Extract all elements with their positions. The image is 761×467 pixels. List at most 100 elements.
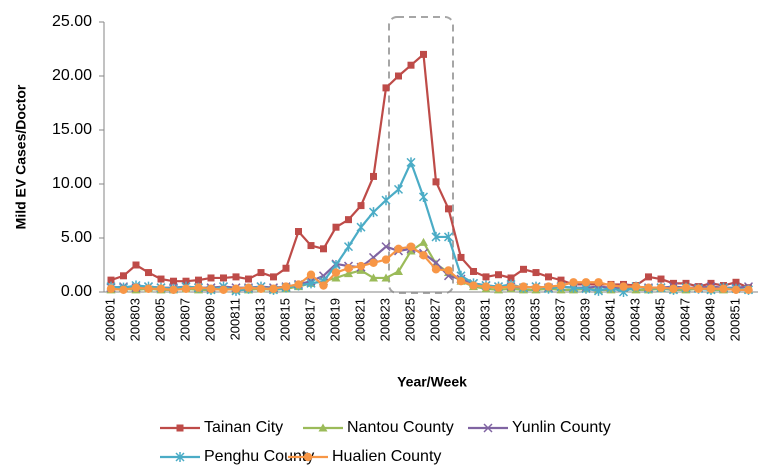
marker: [457, 253, 465, 261]
series-line: [110, 240, 749, 291]
marker: [332, 223, 340, 231]
marker: [319, 281, 328, 290]
x-tick-label: 200831: [477, 298, 492, 341]
x-tick-label: 200845: [652, 298, 667, 341]
marker: [331, 273, 341, 282]
marker: [331, 260, 341, 270]
marker: [145, 269, 152, 277]
marker: [370, 172, 377, 180]
marker: [382, 84, 390, 92]
marker: [257, 269, 265, 277]
marker: [532, 269, 540, 277]
marker: [520, 265, 527, 273]
x-tick-label: 200847: [677, 298, 692, 341]
legend-label: Hualien County: [332, 448, 441, 465]
marker: [581, 278, 591, 287]
marker: [369, 258, 378, 268]
marker: [368, 207, 379, 218]
marker: [132, 261, 140, 269]
marker: [544, 282, 553, 291]
x-tick-label: 200809: [202, 298, 217, 341]
marker: [394, 266, 403, 275]
y-tick-label: 20.00: [52, 67, 92, 84]
marker: [393, 184, 404, 195]
marker: [320, 245, 327, 253]
marker: [645, 273, 652, 281]
marker: [244, 283, 253, 292]
marker: [545, 273, 552, 281]
x-tick-label: 200843: [627, 298, 642, 341]
y-tick-label: 10.00: [52, 175, 92, 192]
marker: [644, 283, 653, 292]
marker: [419, 237, 428, 246]
marker: [207, 274, 215, 282]
x-tick-label: 200811: [227, 298, 242, 340]
marker: [156, 284, 166, 293]
highlight-box: [388, 16, 454, 294]
marker: [495, 271, 502, 279]
x-tick-label: 200819: [327, 298, 342, 341]
x-tick-label: 200813: [252, 298, 267, 341]
marker: [256, 284, 266, 293]
x-tick-label: 200817: [302, 298, 317, 341]
x-tick-label: 200825: [402, 298, 417, 341]
y-tick-label: 0.00: [61, 283, 92, 300]
legend-label: Nantou County: [347, 419, 454, 436]
x-tick-label: 200805: [152, 298, 167, 341]
marker: [506, 282, 516, 291]
marker: [157, 275, 165, 283]
marker: [669, 284, 678, 293]
x-tick-label: 200815: [277, 298, 292, 341]
marker: [481, 282, 491, 291]
marker: [381, 255, 391, 264]
marker: [356, 261, 366, 271]
x-tick-label: 200835: [527, 298, 542, 341]
marker: [406, 157, 416, 168]
marker: [144, 284, 153, 293]
marker: [494, 283, 503, 292]
marker: [656, 283, 666, 292]
marker: [719, 284, 728, 293]
marker: [194, 283, 203, 292]
marker: [270, 273, 277, 281]
marker: [556, 281, 566, 290]
legend-marker: [318, 423, 328, 432]
x-tick-label: 200839: [577, 298, 592, 341]
legend-marker: [176, 424, 184, 432]
marker: [593, 285, 604, 296]
x-tick-label: 200837: [552, 298, 567, 341]
x-tick-label: 200851: [727, 298, 742, 341]
marker: [732, 278, 740, 286]
marker: [344, 264, 353, 273]
marker: [357, 202, 365, 210]
marker: [306, 270, 316, 279]
marker: [206, 284, 216, 293]
marker: [281, 282, 291, 291]
marker: [195, 276, 202, 284]
marker: [294, 280, 303, 289]
marker: [220, 274, 227, 282]
marker: [420, 50, 427, 58]
y-tick-label: 15.00: [52, 121, 92, 138]
marker: [432, 178, 440, 186]
x-tick-label: 200841: [602, 298, 617, 341]
marker: [569, 278, 578, 287]
y-tick-label: 25.00: [52, 13, 92, 30]
legend-label: Penghu County: [204, 448, 314, 465]
marker: [394, 244, 403, 253]
marker: [619, 282, 628, 291]
marker: [307, 242, 315, 250]
series-line: [110, 52, 749, 289]
marker: [407, 61, 415, 69]
series-line: [110, 159, 749, 294]
marker: [744, 285, 753, 295]
marker: [507, 274, 515, 282]
series-line: [110, 245, 749, 291]
marker: [381, 195, 391, 206]
marker: [606, 281, 616, 290]
marker: [331, 268, 341, 277]
marker: [107, 276, 115, 284]
marker: [470, 267, 477, 275]
x-tick-label: 200821: [352, 298, 367, 341]
marker: [345, 216, 352, 224]
